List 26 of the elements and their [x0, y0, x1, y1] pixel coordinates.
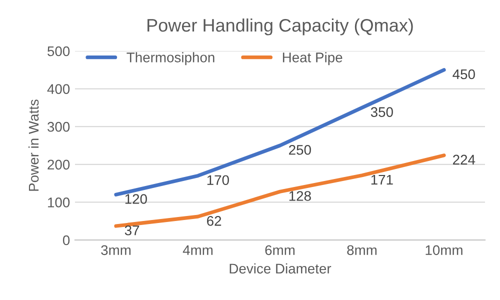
- y-tick-label: 300: [48, 122, 70, 132]
- y-axis-title: Power in Watts: [28, 100, 39, 191]
- y-tick-label: 100: [48, 198, 70, 208]
- x-tick-label: 4mm: [182, 245, 213, 255]
- data-label: 450: [452, 69, 475, 80]
- data-label: 224: [453, 154, 476, 164]
- data-label: 171: [371, 174, 393, 185]
- y-tick-label: 0: [62, 235, 70, 246]
- y-tick-label: 400: [47, 84, 70, 94]
- y-tick-label: 200: [48, 160, 70, 170]
- x-tick-label: 3mm: [101, 245, 131, 256]
- x-tick-label: 6mm: [265, 245, 295, 256]
- data-label: 250: [289, 144, 311, 155]
- data-label: 350: [370, 107, 393, 117]
- data-label: 170: [207, 175, 229, 186]
- y-tick-label: 500: [48, 46, 70, 56]
- data-label: 128: [289, 191, 311, 201]
- x-tick-label: 8mm: [347, 245, 377, 256]
- data-label: 120: [125, 194, 147, 204]
- x-tick-label: 10mm: [426, 245, 462, 256]
- chart-title: Power Handling Capacity (Qmax): [148, 18, 413, 36]
- data-label: 37: [124, 225, 140, 236]
- x-axis-title: Device Diameter: [230, 263, 332, 274]
- legend-label: Heat Pipe: [282, 52, 342, 66]
- data-label: 62: [207, 216, 222, 226]
- legend-label: Thermosiphon: [126, 52, 214, 66]
